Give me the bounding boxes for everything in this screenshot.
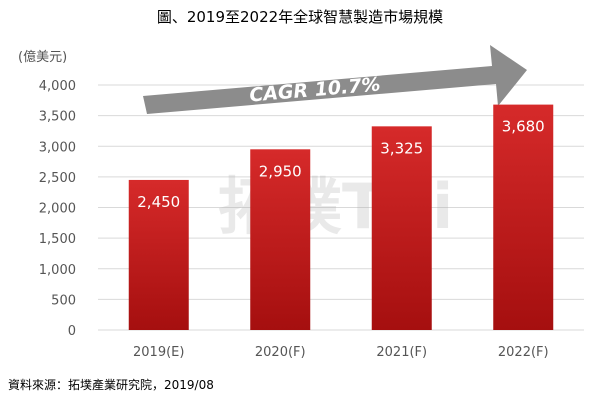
bar-data-label: 3,325 [380,139,423,157]
y-tick-label: 4,000 [39,79,76,94]
y-axis-unit-label: (億美元) [18,50,68,65]
bar-data-label: 3,680 [502,118,545,136]
bar-data-label: 2,450 [137,193,180,211]
source-note: 資料來源：拓墣產業研究院，2019/08 [8,378,214,392]
cagr-arrow-shape [143,45,527,114]
axes: 0 500 1,000 1,500 2,000 2,500 3,000 3,500 4,000 2… [39,79,549,360]
y-tick-label: 500 [51,293,76,308]
y-tick-label: 2,000 [39,202,76,217]
y-tick-label: 1,500 [39,232,76,247]
bar [493,104,554,330]
bar-data-label: 2,950 [259,162,302,180]
bar [128,179,189,330]
x-category-label: 2022(F) [498,345,549,360]
y-tick-label: 3,000 [39,140,76,155]
bar [371,126,432,330]
x-category-label: 2021(F) [376,345,427,360]
bars: 2,450 2,950 3,325 3,680 [128,104,554,330]
chart-title: 圖、2019至2022年全球智慧製造市場規模 [156,8,444,26]
cagr-annotation: CAGR 10.7% [249,73,382,106]
y-tick-label: 3,500 [39,110,76,125]
y-tick-label: 1,000 [39,263,76,278]
y-tick-label: 2,500 [39,171,76,186]
bar [250,149,311,330]
cagr-arrow: CAGR 10.7% [143,45,527,114]
x-category-label: 2019(E) [133,345,184,360]
x-category-label: 2020(F) [255,345,306,360]
y-tick-label: 0 [68,324,76,339]
